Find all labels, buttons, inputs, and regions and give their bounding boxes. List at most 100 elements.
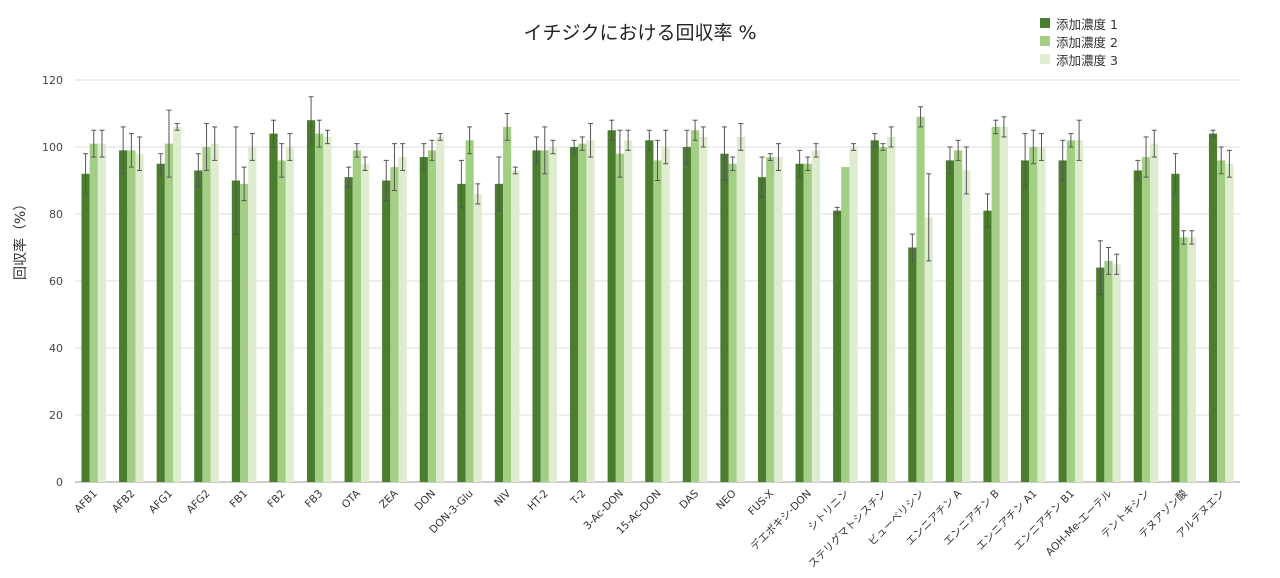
y-tick-label: 40 — [49, 342, 63, 355]
bar-series-3 — [999, 126, 1009, 483]
bar-series-1 — [194, 170, 203, 482]
bar-series-3 — [436, 136, 445, 482]
bar-series-1 — [908, 247, 917, 482]
x-tick-label: DAS — [677, 487, 701, 511]
legend-swatch-series-2 — [1040, 36, 1050, 46]
bar-series-2 — [991, 126, 1000, 483]
bar-series-2 — [690, 130, 700, 482]
x-tick-label: FB2 — [265, 488, 288, 511]
bar-series-3 — [661, 147, 670, 482]
bar-series-1 — [1208, 133, 1218, 482]
bar-series-2 — [390, 167, 399, 482]
bar-series-1 — [833, 210, 842, 482]
bar-series-3 — [285, 147, 294, 482]
bar-series-3 — [360, 163, 370, 482]
bar-series-2 — [1066, 140, 1075, 483]
bar-series-1 — [1171, 173, 1180, 483]
bar-series-2 — [202, 147, 211, 482]
bar-series-3 — [97, 143, 107, 482]
legend-item-series-1: 添加濃度 1 — [1040, 14, 1118, 32]
bar-series-1 — [457, 183, 466, 482]
bar-series-1 — [231, 180, 241, 482]
bar-series-2 — [916, 116, 925, 482]
bar-series-3 — [473, 193, 482, 482]
bar-series-2 — [878, 147, 888, 482]
x-tick-label: NEO — [714, 488, 739, 513]
bar-series-1 — [607, 130, 616, 482]
bar-series-1 — [983, 210, 992, 482]
bar-series-3 — [1187, 237, 1196, 482]
bar-series-2 — [1104, 260, 1113, 482]
y-tick-label: 100 — [42, 141, 63, 154]
bar-series-3 — [135, 153, 144, 482]
x-tick-label: HT-2 — [526, 488, 551, 513]
x-tick-label: NIV — [492, 487, 514, 509]
bar-series-1 — [1096, 267, 1105, 482]
bar-series-1 — [1133, 170, 1142, 482]
bar-series-2 — [841, 167, 850, 482]
bar-series-3 — [398, 157, 407, 483]
bar-series-2 — [540, 150, 549, 482]
bar-series-2 — [315, 133, 324, 482]
bar-series-2 — [1217, 160, 1226, 482]
legend-item-series-3: 添加濃度 3 — [1040, 50, 1118, 68]
bar-series-1 — [344, 177, 353, 482]
legend-item-series-2: 添加濃度 2 — [1040, 32, 1118, 50]
bar-series-2 — [89, 143, 98, 482]
bar-series-2 — [1141, 157, 1151, 483]
bar-series-2 — [766, 157, 775, 483]
y-tick-label: 80 — [49, 208, 63, 221]
bar-series-1 — [532, 150, 541, 482]
x-tick-label: AFG1 — [147, 488, 175, 516]
bar-series-3 — [736, 136, 745, 482]
bar-series-2 — [427, 150, 437, 482]
bar-series-2 — [954, 150, 963, 482]
y-tick-label: 60 — [49, 275, 63, 288]
y-tick-label: 0 — [56, 476, 63, 489]
bar-series-3 — [624, 140, 633, 483]
bar-series-1 — [945, 160, 955, 482]
bar-series-1 — [570, 147, 579, 482]
bar-series-3 — [887, 136, 896, 482]
bar-series-1 — [269, 133, 278, 482]
bar-series-3 — [1150, 143, 1159, 482]
bar-series-2 — [127, 150, 136, 482]
bar-series-3 — [173, 126, 182, 483]
x-tick-label: OTA — [340, 487, 364, 511]
bar-series-2 — [1179, 237, 1188, 482]
bar-series-2 — [240, 183, 249, 482]
bar-series-3 — [210, 143, 219, 482]
bar-series-1 — [757, 177, 767, 482]
bar-series-2 — [465, 140, 474, 483]
x-tick-label: FB1 — [228, 488, 251, 511]
bar-series-1 — [720, 153, 729, 482]
bar-series-2 — [803, 163, 812, 482]
bar-series-3 — [1112, 264, 1121, 482]
y-tick-label: 120 — [42, 74, 63, 87]
bar-series-2 — [1029, 147, 1038, 482]
bar-series-2 — [728, 163, 737, 482]
bar-series-3 — [774, 157, 783, 483]
bar-series-3 — [1225, 163, 1234, 482]
bar-series-2 — [164, 143, 174, 482]
bar-series-1 — [419, 157, 428, 483]
bar-series-1 — [870, 140, 879, 483]
chart-title: イチジクにおける回収率 % — [523, 22, 757, 44]
bar-series-2 — [352, 150, 361, 482]
bar-series-3 — [811, 150, 821, 482]
x-tick-label: AOH-Me-エーテル — [1044, 488, 1115, 559]
bar-series-3 — [924, 217, 933, 482]
legend-swatch-series-1 — [1040, 18, 1050, 28]
x-tick-label: FB3 — [303, 488, 326, 511]
bar-series-1 — [119, 150, 128, 482]
bar-series-1 — [306, 120, 316, 482]
bar-series-1 — [382, 180, 391, 482]
x-tick-label: AFG2 — [184, 488, 212, 516]
legend-swatch-series-3 — [1040, 54, 1050, 64]
bar-series-2 — [277, 160, 286, 482]
bar-series-1 — [81, 173, 90, 483]
bar-series-3 — [248, 147, 257, 482]
bar-series-2 — [653, 160, 662, 482]
